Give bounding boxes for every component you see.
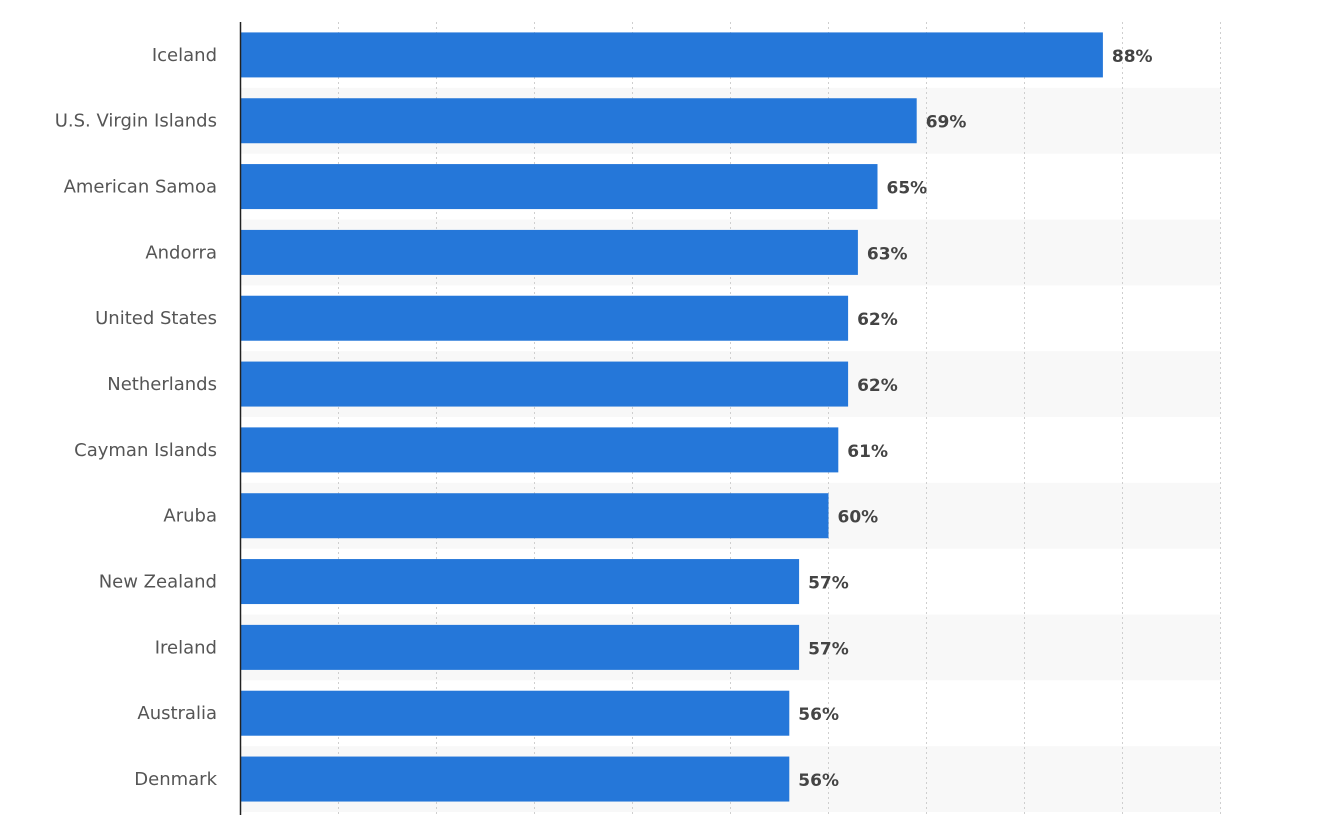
gridlines: [338, 22, 1221, 815]
bar: [240, 295, 849, 341]
value-label: 88%: [1112, 47, 1153, 67]
bar: [240, 164, 878, 210]
bar: [240, 756, 790, 802]
value-label: 60%: [838, 508, 879, 528]
value-label: 62%: [857, 310, 898, 330]
bar: [240, 624, 800, 670]
value-label: 56%: [798, 705, 839, 725]
category-label: Aruba: [163, 506, 217, 527]
bar: [240, 98, 917, 144]
value-label: 56%: [798, 771, 839, 791]
value-label: 57%: [808, 574, 849, 594]
category-label: Cayman Islands: [74, 440, 217, 461]
bar: [240, 32, 1103, 78]
value-label: 65%: [887, 179, 928, 199]
bar: [240, 559, 800, 605]
category-label: American Samoa: [64, 177, 217, 198]
category-label: New Zealand: [99, 572, 217, 593]
value-label: 69%: [926, 113, 967, 133]
value-label: 63%: [867, 244, 908, 264]
category-label: U.S. Virgin Islands: [55, 111, 217, 132]
bar: [240, 427, 839, 473]
category-label: Denmark: [134, 769, 217, 790]
bars: [240, 32, 1103, 802]
bar: [240, 493, 829, 539]
category-label: Iceland: [152, 45, 217, 66]
value-label: 61%: [847, 442, 888, 462]
category-label: Ireland: [155, 637, 217, 658]
category-label: Netherlands: [107, 374, 217, 395]
bar: [240, 229, 858, 275]
category-labels: Iceland U.S. Virgin Islands American Samoa…: [55, 45, 218, 790]
category-label: United States: [95, 308, 217, 329]
value-label: 57%: [808, 639, 849, 659]
category-label: Andorra: [145, 242, 217, 263]
category-label: Australia: [137, 703, 217, 724]
value-label: 62%: [857, 376, 898, 396]
bar: [240, 690, 790, 736]
value-labels: 88% 69% 65% 63% 62% 62% 61% 60% 57% 57% 56% 56%: [798, 47, 1152, 791]
bar: [240, 361, 849, 407]
